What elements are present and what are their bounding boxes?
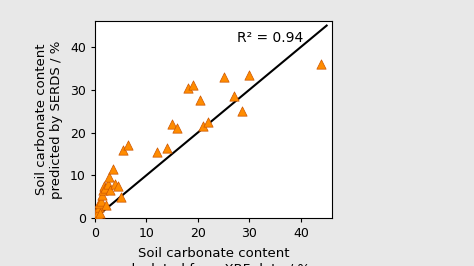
Point: [220, 75, 228, 79]
Point: [94, 213, 102, 217]
X-axis label: Soil carbonate content
calculated from XRF data / %: Soil carbonate content calculated from X…: [116, 247, 310, 266]
Point: [92, 215, 100, 220]
Point: [189, 83, 197, 88]
Point: [107, 188, 114, 192]
Y-axis label: Soil carbonate content
predicted by SERDS / %: Soil carbonate content predicted by SERD…: [35, 40, 63, 199]
Point: [184, 85, 191, 90]
Point: [96, 201, 103, 205]
Point: [96, 211, 104, 215]
Point: [93, 207, 101, 212]
Point: [95, 205, 103, 210]
Point: [109, 167, 117, 171]
Point: [230, 94, 237, 98]
Point: [97, 199, 105, 203]
Point: [104, 182, 111, 186]
Point: [105, 175, 113, 180]
Point: [95, 210, 102, 214]
Point: [114, 184, 122, 188]
Point: [111, 182, 119, 186]
Point: [98, 193, 106, 197]
Point: [197, 98, 204, 103]
Point: [173, 126, 181, 130]
Point: [101, 186, 109, 190]
Point: [117, 195, 124, 199]
Point: [199, 124, 207, 128]
Point: [246, 73, 253, 77]
Point: [99, 188, 107, 192]
Point: [93, 212, 100, 216]
Point: [163, 146, 171, 150]
Point: [100, 184, 108, 188]
Point: [238, 109, 246, 113]
Point: [102, 203, 110, 207]
Point: [204, 120, 212, 124]
Text: R² = 0.94: R² = 0.94: [237, 31, 303, 45]
Point: [119, 148, 127, 152]
Point: [153, 150, 160, 154]
Point: [318, 62, 325, 66]
Point: [125, 143, 132, 148]
Point: [168, 122, 176, 126]
Point: [92, 214, 100, 218]
